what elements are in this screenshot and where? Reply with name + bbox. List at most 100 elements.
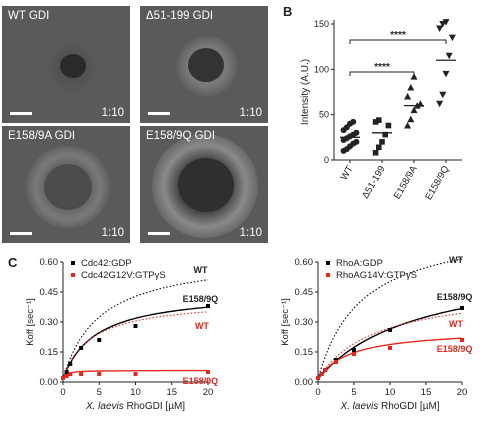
data-point [445, 52, 453, 60]
y-tick-label: 0.45 [295, 287, 314, 298]
data-point [350, 118, 357, 125]
x-tick-label: 0 [60, 387, 65, 398]
legend-label: RhoA:GDP [336, 258, 383, 269]
micrograph-ratio: 1:10 [101, 107, 124, 119]
data-point [404, 93, 412, 100]
x-tick-label: 10 [130, 387, 141, 398]
y-tick-label: 0.00 [295, 377, 314, 388]
y-tick-label: 0.60 [295, 257, 314, 268]
micrograph-ratio: 1:10 [239, 227, 262, 239]
data-point [97, 338, 102, 342]
x-tick-label: 10 [385, 387, 396, 398]
panel-c-letter: C [8, 255, 18, 270]
panel-b-letter: B [283, 4, 293, 19]
data-point [379, 139, 385, 145]
fit-annotation: E158/9Q [183, 294, 219, 304]
fit-annotation: WT [194, 265, 208, 275]
data-point [372, 149, 379, 156]
data-point [436, 100, 444, 108]
scale-bar [10, 112, 32, 115]
y-tick-label: 0.15 [40, 347, 59, 358]
lipid-spot [178, 158, 234, 212]
data-point [460, 306, 464, 310]
data-point [206, 370, 210, 374]
scale-bar [148, 112, 170, 115]
data-point [133, 372, 138, 376]
legend-marker [71, 261, 75, 265]
fit-annotation: E158/9Q [437, 292, 473, 302]
y-tick-label: 0 [324, 155, 329, 165]
fit-curve [62, 311, 209, 380]
x-axis-label: X. laevis RhoGDI [µM] [339, 401, 439, 412]
data-point [206, 304, 210, 308]
micrograph-ratio: 1:10 [101, 227, 124, 239]
data-point [407, 83, 415, 91]
data-point [442, 19, 450, 26]
y-tick-label: 0.30 [40, 317, 59, 328]
y-axis-label: Koff [sec⁻¹] [25, 298, 36, 346]
y-tick-label: 0.15 [295, 347, 314, 358]
data-point [439, 91, 447, 99]
significance-bracket [349, 39, 447, 44]
fit-curve [62, 369, 208, 380]
legend-marker [326, 261, 330, 265]
y-axis-label: Intensity (A.U.) [300, 59, 311, 125]
fit-annotation: E158/9Q [183, 376, 219, 386]
data-point [404, 122, 412, 129]
fit-annotation: E158/9Q [437, 344, 473, 354]
legend-label: Cdc42:GDP [81, 258, 132, 269]
data-point [388, 328, 392, 332]
micrograph-caption: Δ51-199 GDI [146, 10, 214, 22]
data-point [352, 352, 356, 356]
micrograph-e158-9a: E158/9A GDI 1:10 [2, 126, 130, 243]
data-point [382, 131, 388, 138]
data-point [385, 122, 392, 129]
data-point [376, 117, 382, 123]
micrograph-caption: E158/9A GDI [8, 130, 76, 142]
x-tick-label: 15 [421, 387, 432, 398]
data-point [436, 25, 444, 33]
micrograph-caption: WT GDI [8, 10, 50, 22]
micrograph-wt: WT GDI 1:10 [2, 6, 130, 123]
micrograph-caption: E158/9Q GDI [146, 130, 216, 142]
y-tick-label: 100 [314, 64, 329, 74]
x-tick-label: 5 [351, 387, 356, 398]
data-point [68, 362, 73, 366]
x-tick-label: 15 [166, 387, 177, 398]
data-point [133, 324, 138, 328]
significance-label: **** [374, 62, 390, 73]
data-point [353, 129, 360, 136]
fit-curve [317, 337, 463, 380]
fit-annotation: WT [195, 321, 209, 331]
x-tick-label: 20 [457, 387, 468, 398]
legend-label: RhoAG14V:GTPγS [336, 270, 417, 281]
data-point [97, 372, 102, 376]
legend-marker [71, 273, 75, 277]
y-tick-label: 150 [314, 19, 329, 29]
data-point [410, 73, 418, 80]
data-point [61, 376, 65, 380]
scale-bar [148, 232, 170, 235]
lipid-spot [188, 48, 224, 82]
x-tick-label: E158/9A [392, 163, 420, 201]
data-point [442, 70, 450, 78]
significance-bracket [349, 71, 415, 76]
data-point [352, 348, 356, 352]
fit-curve [62, 306, 209, 380]
x-axis-label: X. laevis RhoGDI [µM] [85, 401, 185, 412]
legend-label: Cdc42G12V:GTPγS [81, 270, 166, 281]
micrograph-ratio: 1:10 [239, 107, 262, 119]
data-point [64, 374, 69, 378]
fit-curve [317, 258, 463, 380]
scale-bar [10, 232, 32, 235]
data-point [353, 138, 360, 145]
y-axis-label: Koff [sec⁻¹] [280, 298, 291, 346]
data-point [68, 372, 73, 376]
y-tick-label: 0.00 [40, 377, 59, 388]
data-point [334, 360, 338, 364]
legend-marker [326, 273, 330, 277]
micrograph-e158-9q: E158/9Q GDI 1:10 [140, 126, 268, 243]
fit-curve [317, 312, 463, 380]
data-point [460, 338, 464, 342]
